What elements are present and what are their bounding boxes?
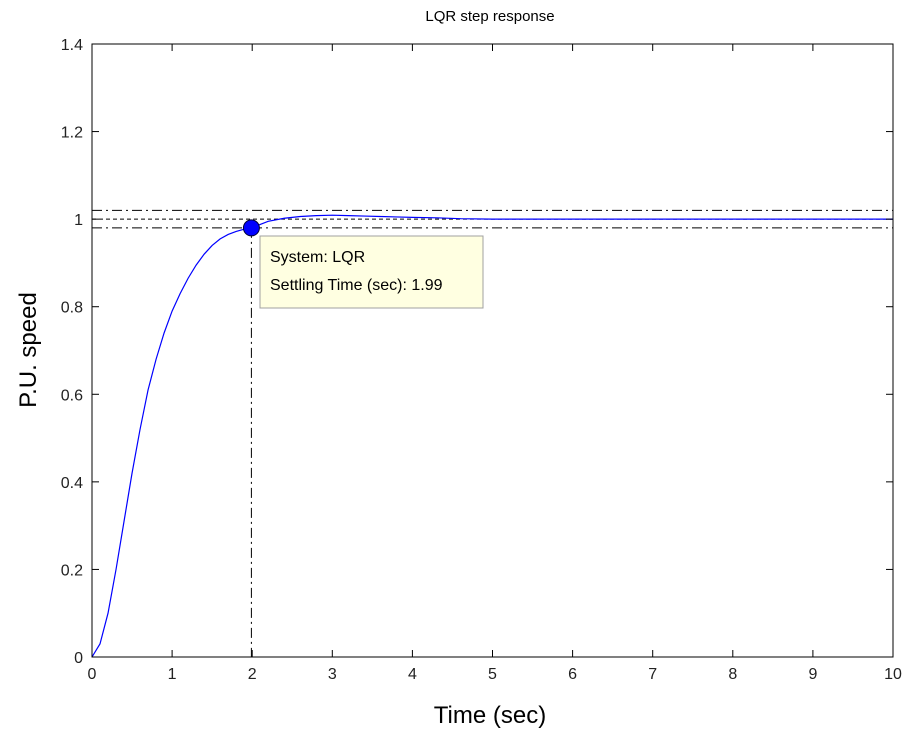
x-tick-label: 6 [568, 666, 577, 683]
plot-area [91, 43, 894, 658]
y-tick-label: 1.4 [61, 37, 83, 54]
x-tick-label: 0 [88, 666, 97, 683]
x-tick-label: 5 [488, 666, 497, 683]
datatip-line-settling: Settling Time (sec): 1.99 [270, 277, 443, 294]
x-tick-label: 1 [168, 666, 177, 683]
x-tick-label: 3 [328, 666, 337, 683]
y-tick-label: 0.2 [61, 562, 83, 579]
marker-layer [242, 219, 260, 237]
y-tick-label: 0.8 [61, 300, 83, 317]
x-tick-label: 9 [808, 666, 817, 683]
datatip-line-system: System: LQR [270, 249, 365, 266]
x-tick-label: 7 [648, 666, 657, 683]
y-tick-label: 1.2 [61, 125, 83, 142]
y-tick-label: 0.6 [61, 387, 83, 404]
datatip[interactable]: System: LQR Settling Time (sec): 1.99 [259, 235, 484, 309]
x-tick-label: 4 [408, 666, 417, 683]
x-tick-label: 10 [884, 666, 902, 683]
chart-title: LQR step response [425, 8, 554, 25]
datatip-box [259, 235, 484, 309]
x-tick-label: 2 [248, 666, 257, 683]
settling-point-marker[interactable] [242, 219, 260, 237]
ticks-layer: 0 1 2 3 4 5 6 7 8 9 10 0 0.2 0.4 0.6 0.8 1 1.2 1.4 [61, 37, 902, 683]
y-tick-label: 0.4 [61, 475, 83, 492]
x-tick-label: 8 [728, 666, 737, 683]
y-tick-label: 0 [74, 650, 83, 667]
y-tick-label: 1 [74, 212, 83, 229]
y-axis-label: P.U. speed [15, 292, 42, 408]
x-axis-label: Time (sec) [434, 702, 546, 729]
